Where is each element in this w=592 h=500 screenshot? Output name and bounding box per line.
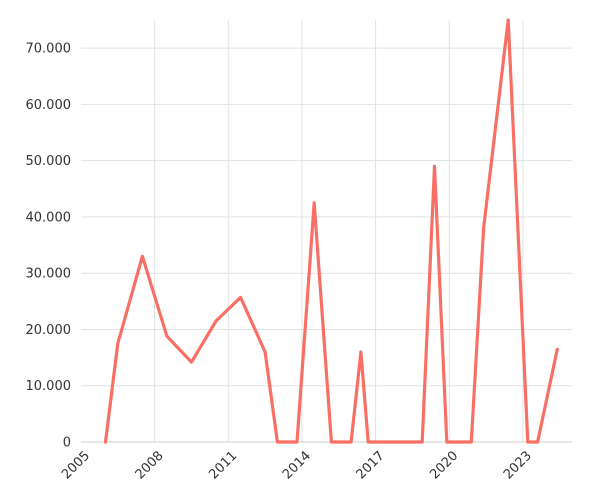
- x-tick-label: 2023: [501, 448, 535, 482]
- y-tick-label: 10.000: [26, 379, 72, 394]
- x-tick-label: 2005: [59, 448, 93, 482]
- y-tick-label: 60.000: [26, 98, 72, 113]
- series-line: [103, 18, 559, 444]
- x-gridlines: [154, 20, 524, 442]
- x-tick-label: 2008: [133, 448, 167, 482]
- y-tick-label: 20.000: [26, 323, 72, 338]
- x-tick-label: 2017: [354, 448, 388, 482]
- x-tick-label: 2011: [206, 448, 240, 482]
- y-tick-label: 30.000: [26, 267, 72, 282]
- x-tick-label: 2014: [280, 448, 314, 482]
- y-tick-label: 0: [63, 436, 71, 451]
- series-layer: [103, 18, 559, 444]
- y-tick-label: 50.000: [26, 154, 72, 169]
- y-tick-label: 70.000: [26, 42, 72, 57]
- y-axis-tick-labels: 0 10.000 20.000 30.000 40.000 50.000 60.000 70.…: [26, 42, 72, 451]
- y-tick-label: 40.000: [26, 210, 72, 225]
- x-tick-label: 2020: [427, 448, 461, 482]
- y-gridlines: [81, 47, 572, 387]
- x-axis-tick-labels: 2005 2008 2011 2014 2017 2020 2023: [59, 448, 535, 482]
